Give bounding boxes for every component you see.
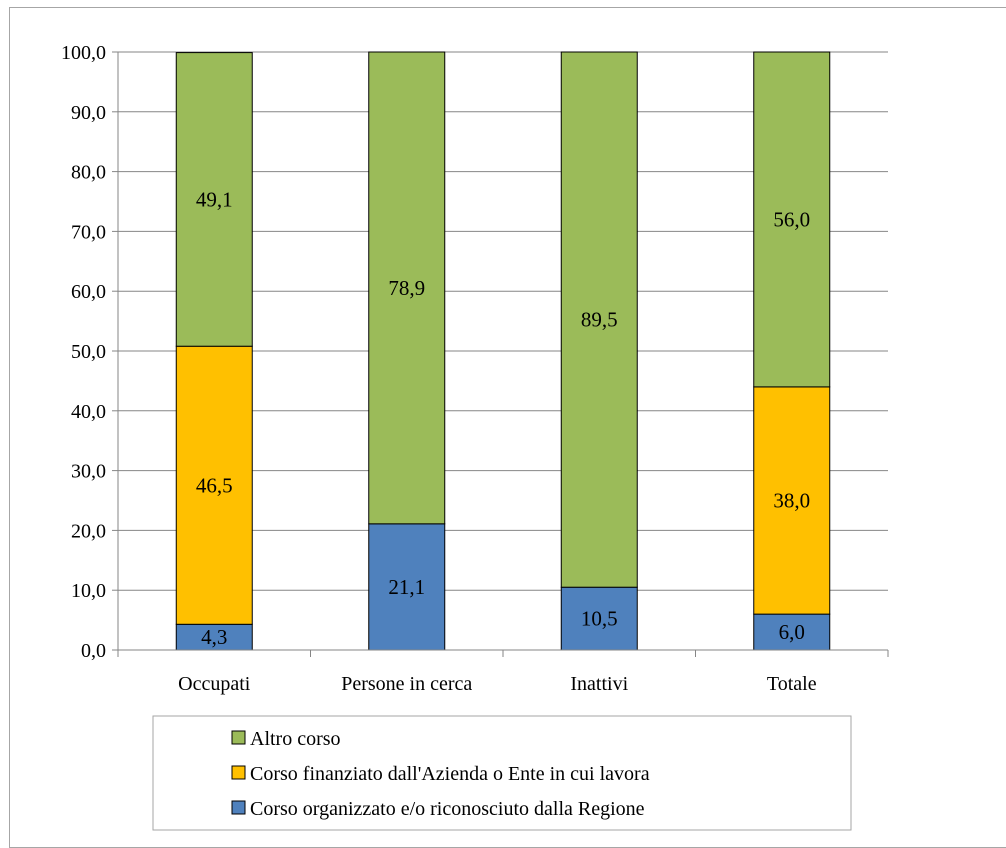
legend-swatch [231,765,246,780]
data-label: 56,0 [773,207,810,231]
x-tick-label: Inattivi [570,673,628,695]
bar-segment [368,51,446,525]
x-tick-label: Persone in cerca [341,673,472,695]
data-label: 89,5 [581,308,618,332]
data-label: 49,1 [196,187,233,211]
data-label: 10,5 [581,607,618,631]
bar-segment [175,623,253,651]
y-tick-label: 90,0 [71,102,106,124]
y-tick-label: 50,0 [71,341,106,363]
bar-segment [753,51,831,388]
bar-segment [560,586,638,651]
x-tick-label: Totale [767,673,817,695]
y-tick-label: 10,0 [71,580,106,602]
legend-swatch [231,730,246,745]
legend-box [152,715,852,831]
bar-segment [753,386,831,615]
bar-segment [368,523,446,651]
axes: 0,0 10,0 20,0 30,0 40,0 50,0 60,0 70,0 80,0 90,0 1… [61,42,889,695]
data-label: 21,1 [388,575,425,599]
y-tick-label: 0,0 [81,640,106,662]
bars: 4,3 46,5 49,1 21,1 78,9 10,5 89,5 6,0 38,0 56,0 [175,51,831,651]
data-label: 38,0 [773,489,810,513]
y-tick-label: 70,0 [71,221,106,243]
data-label: 46,5 [196,473,233,497]
y-tick-label: 30,0 [71,461,106,483]
y-tick-label: 80,0 [71,162,106,184]
bar-segment [175,52,253,347]
legend-label: Corso organizzato e/o riconosciuto dalla… [250,798,645,820]
x-tick-label: Occupati [178,673,251,695]
bar-segment [753,613,831,651]
y-tick-label: 40,0 [71,401,106,423]
data-label: 4,3 [201,625,227,649]
y-tick-label: 100,0 [61,42,106,64]
data-label: 78,9 [388,276,425,300]
legend-swatch [231,800,246,815]
legend: Altro corso Corso finanziato dall'Azienda… [152,715,852,831]
y-tick-label: 20,0 [71,520,106,542]
data-label: 6,0 [779,620,805,644]
bar-segment [560,51,638,588]
y-tick-label: 60,0 [71,281,106,303]
bar-segment [175,345,253,625]
legend-label: Altro corso [250,728,341,750]
legend-label: Corso finanziato dall'Azienda o Ente in … [250,763,650,785]
